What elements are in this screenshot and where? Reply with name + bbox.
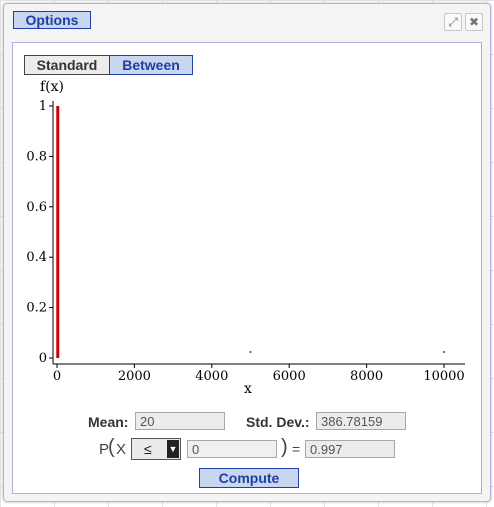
chevron-down-icon: ▼ (167, 440, 179, 458)
x-tick-label: 4000 (195, 369, 228, 384)
compute-button[interactable]: Compute (199, 468, 299, 488)
mean-field[interactable]: 20 (135, 412, 225, 430)
y-tick-label: 1 (39, 99, 47, 114)
close-icon[interactable]: ✖ (465, 13, 483, 31)
data-point (249, 351, 252, 353)
variable-x: X (116, 441, 127, 458)
expand-icon[interactable]: ⤢ (444, 13, 462, 31)
y-axis-label: f(x) (40, 79, 64, 95)
title-bar: Options ⤢ ✖ (4, 4, 490, 38)
tab-standard[interactable]: Standard (24, 55, 110, 75)
data-point (443, 351, 445, 353)
x-tick-label: 6000 (273, 369, 306, 384)
std-dev-field[interactable]: 386.78159 (316, 412, 406, 430)
x-tick-label: 0 (53, 369, 61, 384)
y-tick-label: 0.2 (26, 301, 47, 316)
std-dev-label: Std. Dev.: (246, 414, 310, 430)
y-tick-label: 0.8 (26, 149, 47, 164)
inequality-value: ≤ (144, 441, 152, 457)
y-tick-label: 0 (39, 351, 47, 366)
x-tick-label: 2000 (118, 369, 151, 384)
bound-field[interactable]: 0 (187, 440, 277, 458)
probability-prefix: P (99, 441, 110, 458)
options-button[interactable]: Options (13, 11, 91, 29)
equals-sign: = (292, 441, 301, 457)
y-tick-label: 0.6 (26, 200, 47, 215)
calculator-panel: Standard Between f(x) 0 0.2 0.4 0.6 0.8 1 0 20… (12, 42, 482, 494)
close-paren: ) (281, 436, 288, 458)
y-tick-label: 0.4 (26, 250, 47, 265)
mean-label: Mean: (88, 414, 129, 430)
distribution-chart: f(x) 0 0.2 0.4 0.6 0.8 1 0 2000 4000 6000 8000 100… (26, 79, 465, 397)
open-paren: ( (108, 436, 115, 458)
tab-between[interactable]: Between (109, 55, 193, 75)
x-tick-label: 10000 (423, 369, 464, 384)
inequality-select[interactable]: ≤ ▼ (131, 438, 181, 460)
x-tick-label: 8000 (350, 369, 383, 384)
x-axis-label: x (244, 381, 252, 397)
probability-result: 0.997 (305, 440, 395, 458)
probability-calculator-window: Options ⤢ ✖ Standard Between f(x) 0 0.2 0.… (3, 3, 491, 502)
